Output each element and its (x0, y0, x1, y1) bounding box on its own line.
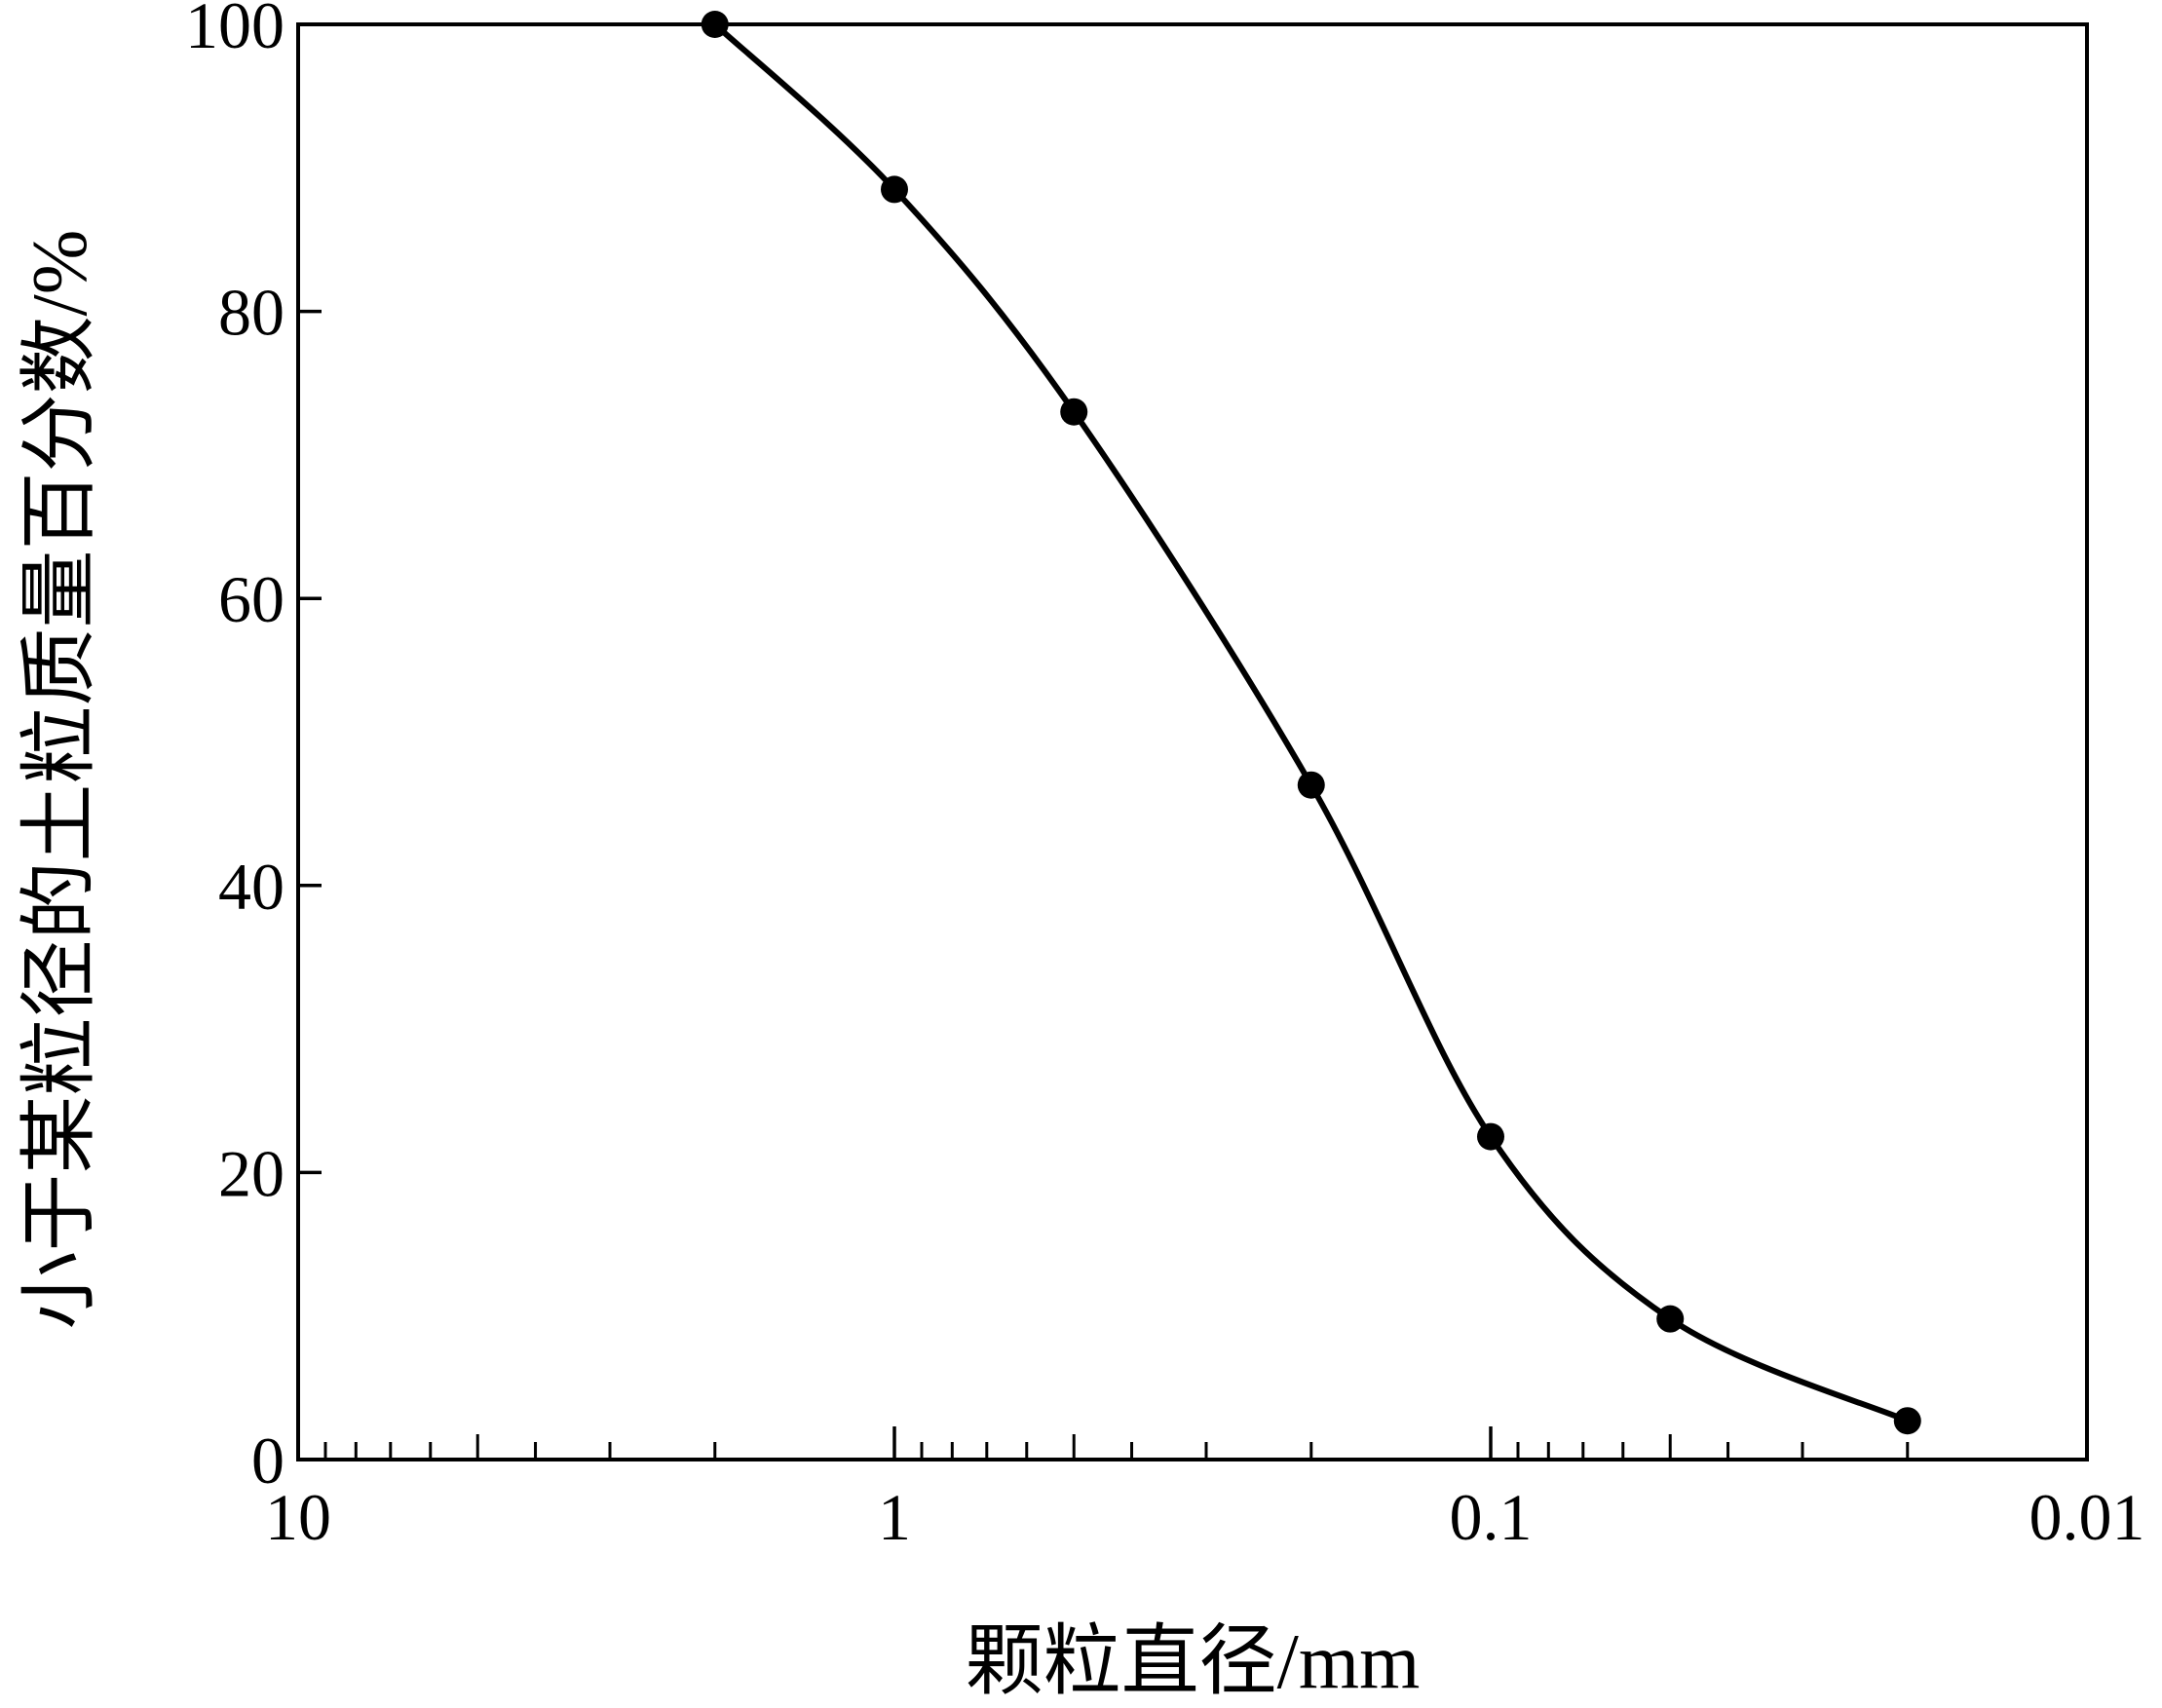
y-tick-labels: 0 20 40 60 80 100 (185, 0, 284, 1498)
y-tick-label: 20 (218, 1136, 284, 1210)
x-major-ticks (296, 1426, 2089, 1460)
x-tick-label: 1 (878, 1480, 911, 1554)
y-ticks (298, 22, 322, 1461)
data-point (1060, 398, 1088, 426)
x-minor-ticks (323, 1434, 1910, 1460)
x-tick-label: 0.01 (2029, 1480, 2145, 1554)
y-axis-title: 小于某粒径的土粒质量百分数/% (18, 230, 103, 1330)
plot-frame (296, 22, 2089, 1461)
data-point (1477, 1122, 1504, 1151)
data-point (881, 175, 908, 204)
y-tick-label: 100 (185, 0, 284, 62)
x-tick-labels: 10 1 0.1 0.01 (265, 1480, 2145, 1554)
data-point (1297, 771, 1325, 799)
x-axis-title: 颗粒直径/mm (966, 1619, 1421, 1705)
x-tick-label: 10 (265, 1480, 331, 1554)
data-point (1893, 1407, 1921, 1435)
y-tick-label: 0 (251, 1423, 284, 1498)
y-tick-label: 40 (218, 850, 284, 924)
y-tick-label: 80 (218, 276, 284, 350)
series-line (711, 21, 1911, 1424)
data-point (1656, 1305, 1685, 1333)
series-points (701, 11, 1921, 1435)
x-tick-label: 0.1 (1450, 1480, 1533, 1554)
y-tick-label: 60 (218, 562, 284, 636)
